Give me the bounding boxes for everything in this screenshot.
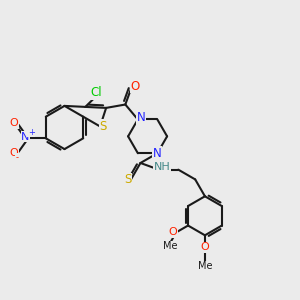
Text: O: O — [10, 148, 18, 158]
Text: O: O — [201, 242, 209, 252]
Text: Cl: Cl — [91, 86, 102, 100]
Text: O: O — [130, 80, 140, 93]
Text: +: + — [28, 128, 35, 137]
Text: N: N — [21, 132, 29, 142]
Text: O: O — [10, 118, 18, 128]
Text: N: N — [136, 112, 145, 124]
Text: -: - — [16, 154, 19, 163]
Text: S: S — [99, 120, 107, 133]
Text: NH: NH — [153, 162, 170, 172]
Text: Me: Me — [198, 261, 212, 271]
Text: Me: Me — [163, 241, 177, 251]
Text: N: N — [153, 147, 162, 160]
Text: O: O — [169, 227, 178, 237]
Text: S: S — [124, 173, 131, 186]
